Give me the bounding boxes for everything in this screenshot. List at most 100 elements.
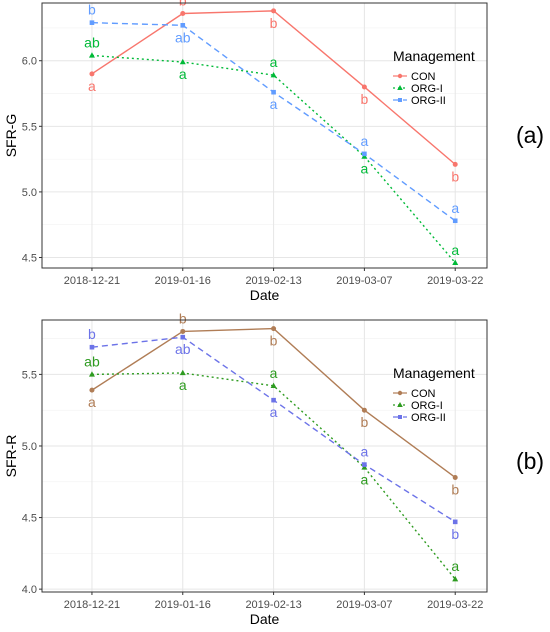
x-tick-label: 2019-02-13	[245, 275, 301, 287]
y-tick-label: 4.5	[22, 513, 37, 525]
x-tick-label: 2018-12-21	[64, 599, 120, 611]
significance-letter: b	[270, 15, 278, 31]
significance-letter: ab	[175, 341, 191, 357]
data-point	[271, 89, 276, 95]
significance-letter: b	[88, 326, 96, 342]
data-point	[452, 575, 459, 582]
legend-entry-org-i: ORG-I	[411, 400, 443, 412]
y-tick-label: 5.5	[22, 121, 37, 133]
data-point	[88, 371, 95, 377]
y-tick-label: 4.0	[22, 584, 37, 596]
significance-letter: a	[360, 133, 368, 149]
significance-letter: b	[360, 91, 368, 107]
data-point	[270, 382, 277, 389]
data-point	[452, 474, 458, 480]
significance-letter: b	[270, 333, 278, 349]
data-point	[89, 20, 95, 25]
y-axis-title: SFR-R	[3, 435, 19, 478]
plot-border	[41, 319, 488, 593]
data-point	[89, 71, 95, 77]
significance-letter: a	[270, 96, 278, 112]
significance-letter: a	[360, 160, 368, 176]
legend-key-marker	[398, 415, 402, 419]
significance-letter: a	[179, 377, 187, 393]
data-point	[180, 10, 186, 16]
legend-key-marker	[397, 85, 403, 90]
plot-background	[42, 3, 487, 268]
data-point	[452, 519, 458, 525]
significance-letter: ab	[84, 34, 100, 50]
data-point	[452, 161, 458, 167]
significance-letter: a	[270, 365, 278, 381]
legend-key-marker	[397, 390, 403, 396]
significance-letter: a	[451, 558, 459, 574]
legend-key-marker	[397, 73, 403, 79]
significance-letter: b	[179, 0, 187, 8]
significance-letter: b	[360, 414, 368, 430]
x-tick-label: 2018-12-21	[64, 275, 120, 287]
data-point	[361, 407, 367, 413]
data-point	[271, 326, 277, 332]
legend-entry-org-ii: ORG-II	[411, 95, 446, 107]
data-point	[362, 151, 367, 157]
legend-entry-org-ii: ORG-II	[411, 412, 446, 424]
data-point	[271, 397, 276, 403]
x-tick-label: 2019-02-13	[245, 599, 301, 611]
x-tick-label: 2019-03-07	[336, 599, 392, 611]
significance-letter: b	[451, 481, 459, 497]
data-point	[361, 464, 368, 470]
y-tick-label: 6.0	[22, 56, 37, 68]
significance-letter: a	[88, 394, 96, 410]
significance-letter: b	[179, 310, 187, 326]
significance-letter: a	[270, 54, 278, 70]
x-axis-title: Date	[250, 611, 280, 627]
significance-letter: b	[451, 168, 459, 184]
significance-letter: ab	[84, 353, 100, 369]
x-axis-title: Date	[250, 287, 280, 303]
data-point	[179, 58, 186, 65]
x-tick-label: 2019-03-07	[336, 275, 392, 287]
legend-entry-org-i: ORG-I	[411, 83, 443, 95]
legend-key-marker	[398, 98, 402, 102]
y-tick-label: 5.0	[22, 187, 37, 199]
data-point	[89, 344, 95, 350]
data-point	[179, 369, 186, 376]
significance-letter: b	[451, 526, 459, 542]
plot-background	[42, 320, 487, 592]
significance-letter: a	[270, 404, 278, 420]
data-point	[452, 259, 459, 265]
significance-letter: ab	[175, 29, 191, 45]
x-tick-label: 2019-03-22	[427, 275, 483, 287]
data-point	[452, 218, 458, 224]
plot-border	[41, 2, 488, 269]
significance-letter: a	[360, 471, 368, 487]
series-line-org-i	[91, 372, 456, 580]
data-point	[88, 52, 95, 58]
data-point	[362, 462, 367, 467]
y-tick-label: 5.0	[22, 441, 37, 453]
y-tick-label: 5.5	[22, 369, 37, 381]
x-tick-label: 2019-01-16	[155, 599, 211, 611]
legend-title: Management	[393, 365, 475, 381]
legend-entry-con: CON	[411, 71, 436, 83]
legend-title: Management	[393, 48, 475, 64]
data-point	[361, 84, 367, 90]
significance-letter: a	[360, 444, 368, 460]
x-tick-label: 2019-01-16	[155, 275, 211, 287]
legend-key-marker	[397, 402, 403, 407]
data-point	[180, 23, 186, 28]
data-point	[180, 334, 186, 340]
y-axis-title: SFR-G	[3, 114, 19, 158]
x-tick-label: 2019-03-22	[427, 599, 483, 611]
significance-letter: a	[451, 242, 459, 258]
significance-letter: b	[88, 2, 96, 18]
legend-entry-con: CON	[411, 388, 436, 400]
panel-label: (a)	[516, 122, 544, 148]
significance-letter: a	[179, 66, 187, 82]
significance-letter: a	[88, 78, 96, 94]
